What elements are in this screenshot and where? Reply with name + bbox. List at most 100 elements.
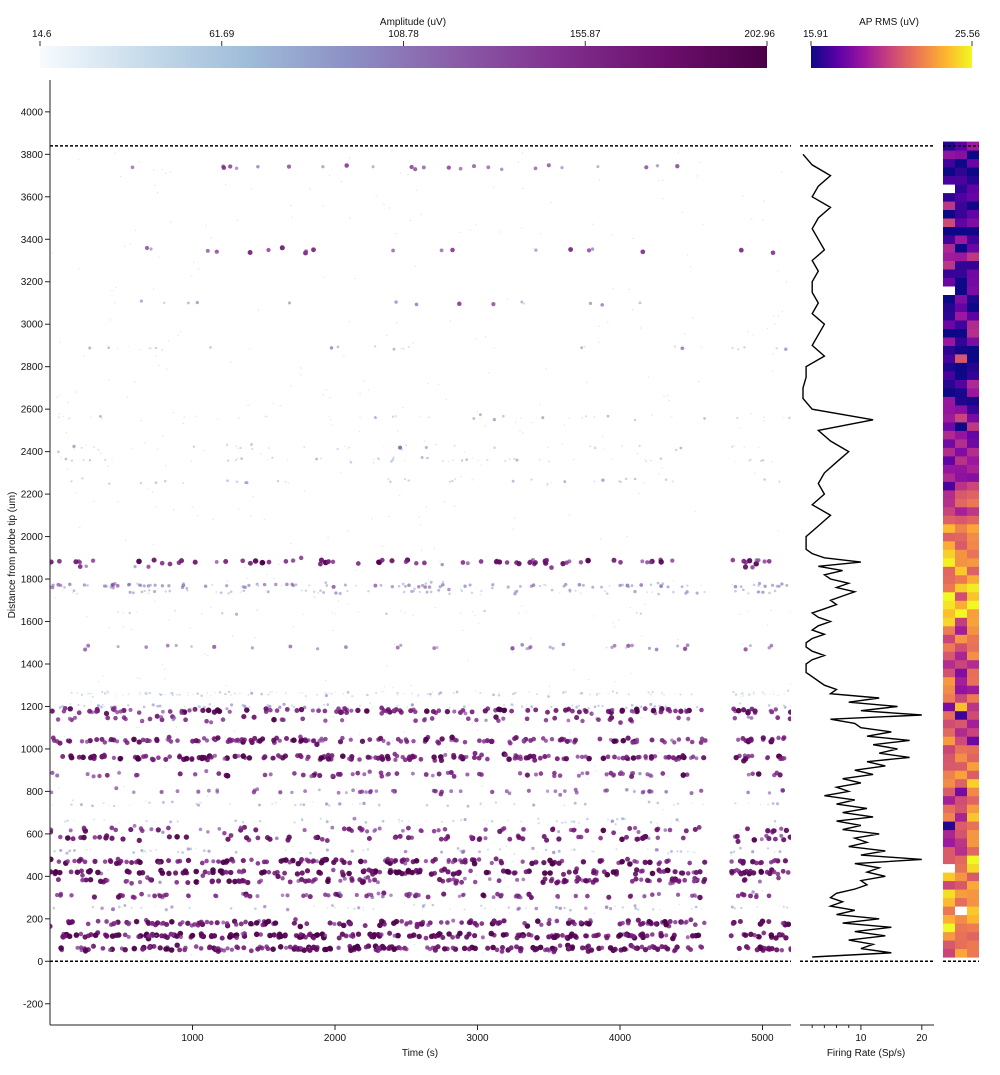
ap-rms-cell [943, 184, 955, 194]
spike-dot [789, 610, 791, 613]
spike-dot [389, 893, 393, 898]
background-spike-dot [512, 861, 514, 863]
spike-dot [690, 933, 696, 939]
background-spike-dot [651, 414, 653, 416]
spike-dot [433, 788, 438, 794]
spike-dot [736, 945, 742, 951]
spike-dot [349, 708, 354, 713]
spike-dot [649, 789, 654, 794]
spike-dot [113, 860, 120, 867]
background-spike-dot [754, 472, 756, 475]
spike-dot [563, 480, 567, 484]
spike-dot [417, 851, 419, 853]
spike-dot [331, 867, 336, 873]
background-spike-dot [168, 619, 171, 621]
background-spike-dot [781, 310, 783, 313]
spike-dot [313, 904, 316, 907]
spike-dot [656, 848, 660, 852]
background-spike-dot [292, 626, 295, 628]
spike-dot [607, 692, 610, 695]
spike-dot [466, 946, 472, 952]
spike-dot [83, 704, 86, 708]
spike-dot [612, 643, 617, 648]
spike-dot [404, 739, 410, 745]
ap-rms-cell [967, 710, 979, 720]
spike-dot [200, 694, 203, 698]
spike-dot [271, 716, 277, 723]
spike-dot [747, 610, 750, 613]
spike-dot [405, 835, 412, 841]
spike-dot [87, 876, 94, 883]
spike-dot [748, 644, 752, 648]
spike-dot [50, 869, 54, 875]
spike-dot [399, 643, 403, 647]
spike-dot [401, 582, 405, 586]
spike-dot [478, 850, 481, 854]
spike-dot [80, 754, 86, 761]
spike-dot [223, 559, 229, 564]
spike-dot [632, 871, 639, 877]
spike-dot [693, 878, 697, 883]
spike-dot [436, 828, 441, 833]
background-spike-dot [226, 580, 228, 582]
spike-dot [701, 755, 707, 761]
ap-rms-cell [943, 481, 955, 491]
spike-dot [387, 869, 394, 876]
spike-dot [328, 804, 331, 807]
background-spike-dot [193, 885, 195, 888]
spike-dot [413, 167, 418, 172]
spike-dot [676, 737, 682, 742]
spike-dot [515, 877, 520, 882]
ap-rms-cell [967, 685, 979, 695]
spike-dot [338, 878, 343, 883]
spike-dot [92, 932, 99, 939]
spike-dot [159, 560, 165, 566]
spike-dot [407, 479, 410, 482]
spike-dot [258, 932, 264, 937]
spike-dot [57, 450, 60, 454]
spike-dot [731, 347, 734, 350]
spike-dot [159, 789, 164, 795]
spike-dot [240, 931, 245, 936]
spike-dot [472, 457, 474, 460]
spike-dot [367, 878, 372, 883]
spike-dot [115, 583, 120, 588]
raster-y-tick-label: 800 [26, 787, 43, 798]
spike-dot [357, 757, 362, 762]
spike-dot [450, 247, 455, 253]
spike-dot [100, 705, 103, 709]
ap-rms-cell [943, 235, 955, 244]
spike-dot [533, 166, 538, 171]
spike-dot [238, 921, 244, 927]
spike-dot [85, 921, 91, 927]
spike-dot [78, 931, 84, 937]
background-spike-dot [402, 406, 404, 409]
spike-dot [195, 922, 201, 928]
spike-dot [259, 559, 266, 566]
spike-dot [257, 738, 263, 744]
spike-dot [181, 851, 184, 854]
spike-dot [340, 922, 347, 929]
spike-dot [667, 852, 670, 855]
spike-dot [647, 836, 651, 841]
spike-dot [68, 828, 73, 833]
background-spike-dot [123, 245, 126, 248]
background-spike-dot [122, 626, 125, 628]
spike-dot [484, 718, 488, 722]
spike-dot [490, 789, 495, 795]
spike-dot [496, 878, 502, 884]
ap-rms-cell [955, 150, 967, 160]
background-spike-dot [789, 683, 791, 685]
spike-dot [267, 693, 269, 696]
spike-dot [221, 920, 226, 925]
spike-dot [436, 930, 443, 937]
spike-dot [166, 738, 171, 743]
spike-dot [240, 753, 246, 759]
spike-dot [441, 580, 445, 584]
spike-dot [164, 908, 168, 912]
spike-dot [380, 945, 387, 951]
spike-dot [386, 741, 391, 746]
spike-dot [685, 590, 689, 593]
spike-dot [633, 418, 637, 422]
spike-dot [58, 891, 64, 897]
